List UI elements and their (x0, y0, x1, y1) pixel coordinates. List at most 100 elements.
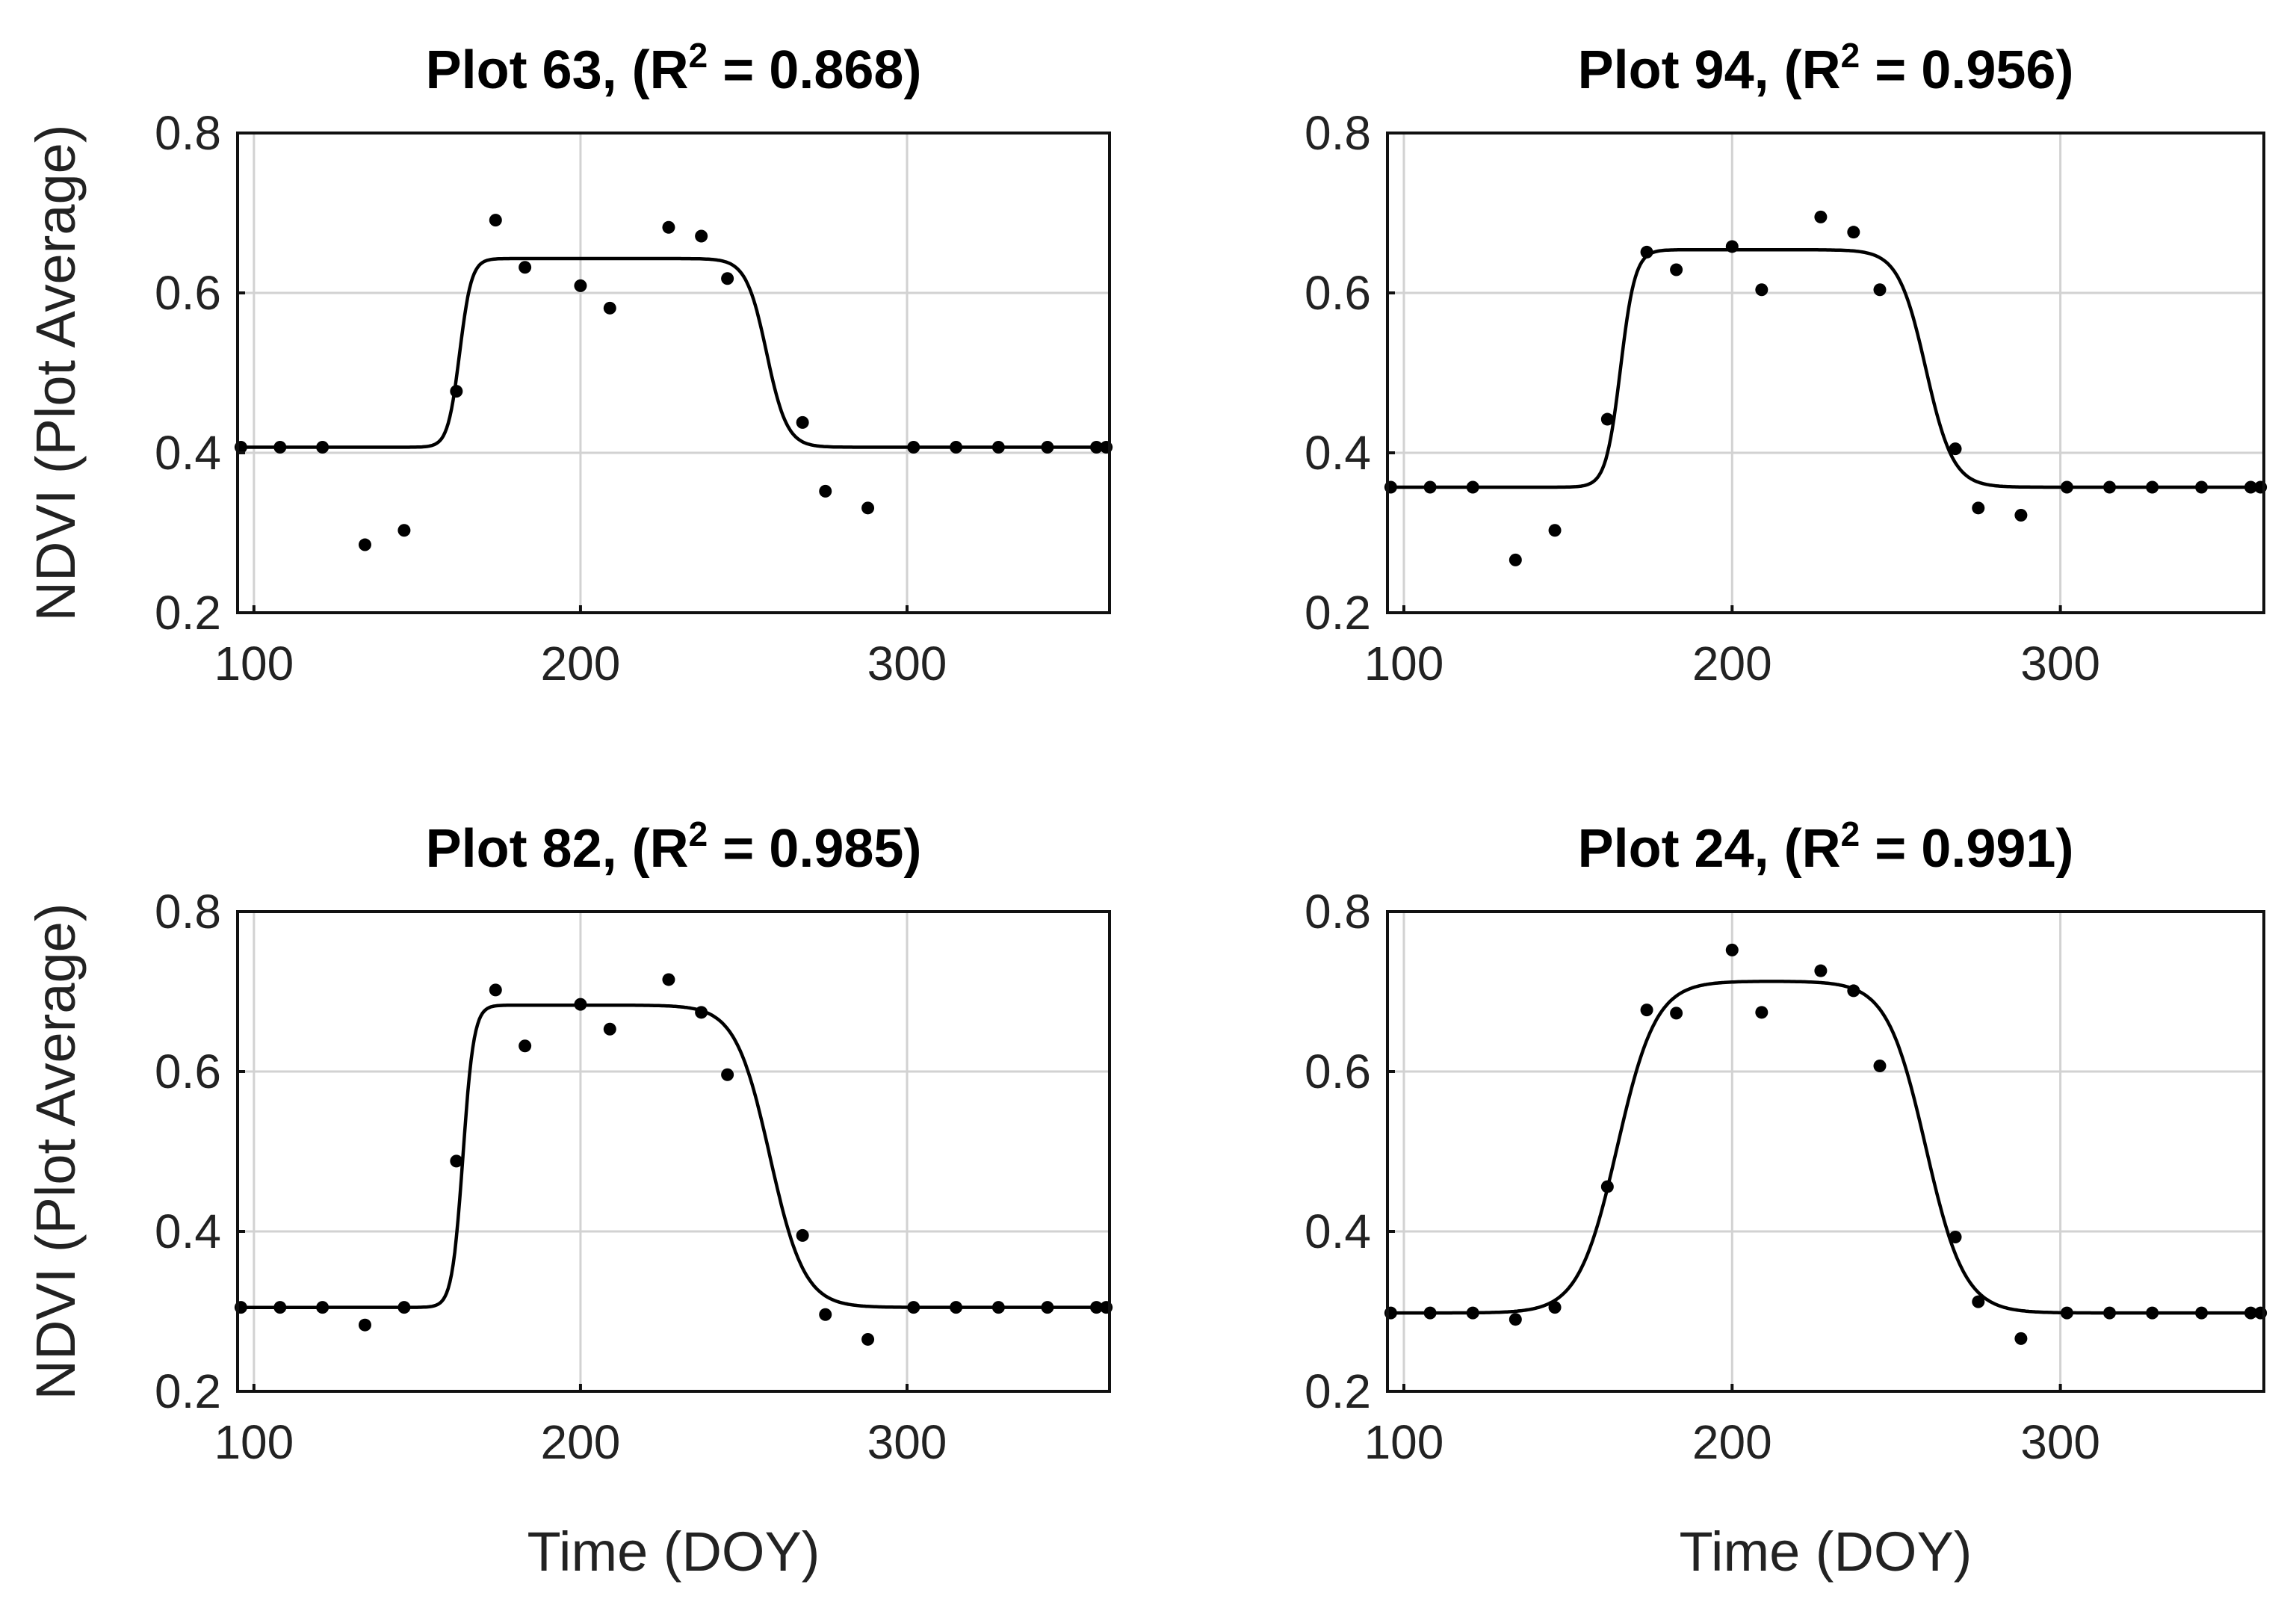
grid-lines (238, 133, 1110, 613)
plot-frame (236, 132, 1111, 614)
data-point (1548, 1301, 1562, 1314)
data-point (1949, 1230, 1962, 1243)
axes-frame (236, 132, 1111, 614)
data-point (397, 524, 411, 537)
panel-title: Plot 63, (R2 = 0.868) (426, 36, 922, 100)
x-tick-label: 200 (541, 1415, 621, 1469)
data-point (819, 1308, 832, 1321)
data-point (1847, 226, 1860, 239)
panel-title: Plot 94, (R2 = 0.956) (1578, 36, 2074, 100)
data-point (2195, 480, 2209, 494)
fit-curve-layer (1387, 980, 2265, 1315)
data-point (662, 973, 675, 986)
data-point (1509, 1313, 1522, 1326)
data-point (695, 1006, 708, 1019)
x-tick-label: 200 (1692, 637, 1772, 690)
data-point (316, 441, 329, 454)
data-point (2146, 480, 2159, 494)
tick-labels: 100 200 300 0.2 0.4 0.6 0.8 (1305, 106, 2100, 690)
fitted-curve (237, 1003, 1110, 1309)
data-point (1041, 1301, 1054, 1314)
data-point (695, 229, 708, 243)
x-axis-label: Time (DOY) (1680, 1521, 1972, 1583)
plot-frame (1386, 132, 2265, 614)
data-point (489, 983, 502, 997)
data-point (819, 484, 832, 498)
data-point (1873, 283, 1887, 297)
x-tick-label: 200 (1692, 1415, 1772, 1469)
data-point (721, 1068, 734, 1081)
y-tick-label: 0.2 (155, 586, 221, 640)
data-point (2060, 1306, 2073, 1320)
x-tick-label: 100 (1364, 637, 1444, 690)
data-point (316, 1301, 329, 1314)
data-point (1509, 553, 1522, 566)
data-point (1725, 943, 1739, 956)
y-tick-label: 0.2 (1305, 586, 1371, 640)
grid-lines (1387, 133, 2264, 613)
data-point (796, 1228, 809, 1242)
panel-plot-94: 100 200 300 0.2 0.4 0.6 0.8 Plot 94, (R2 = 0.9… (1305, 36, 2268, 690)
data-point (1640, 245, 1653, 259)
data-point (907, 1301, 920, 1314)
data-point (991, 441, 1005, 454)
data-point (1873, 1060, 1887, 1073)
data-point (1949, 442, 1962, 456)
data-point (1423, 480, 1437, 494)
y-axis-label: NDVI (Plot Average) (25, 125, 87, 622)
data-point (1755, 1006, 1769, 1019)
y-tick-label: 0.4 (1305, 1205, 1371, 1258)
data-point (2103, 1306, 2117, 1320)
tick-labels: 100 200 300 0.2 0.4 0.6 0.8 (155, 106, 947, 690)
y-tick-label: 0.6 (155, 266, 221, 320)
data-point (1090, 1301, 1104, 1314)
data-point (273, 441, 287, 454)
x-axis-label: Time (DOY) (527, 1521, 820, 1583)
plot-frame (1386, 910, 2265, 1393)
data-point (450, 385, 463, 398)
data-point (796, 415, 809, 429)
data-point (603, 1022, 616, 1036)
panel-title: Plot 24, (R2 = 0.991) (1578, 814, 2074, 879)
data-point (907, 441, 920, 454)
observation-points (1384, 943, 2268, 1345)
data-point (489, 214, 502, 227)
data-point (574, 279, 587, 292)
data-point (721, 272, 734, 285)
x-tick-label: 300 (867, 637, 947, 690)
data-point (519, 261, 532, 274)
data-point (2014, 508, 2028, 522)
tick-labels: 100 200 300 0.2 0.4 0.6 0.8 (155, 885, 947, 1469)
plot-frame (236, 910, 1111, 1393)
data-point (603, 301, 616, 315)
data-point (861, 501, 875, 515)
observation-points (1384, 210, 2268, 566)
data-point (1090, 441, 1104, 454)
data-point (1600, 1180, 1614, 1193)
y-tick-label: 0.8 (1305, 885, 1371, 939)
data-point (1670, 263, 1683, 276)
y-tick-label: 0.4 (1305, 426, 1371, 480)
y-tick-label: 0.6 (155, 1045, 221, 1098)
grid-lines (1387, 912, 2264, 1391)
fit-curve-layer (1387, 247, 2265, 489)
y-tick-label: 0.2 (155, 1364, 221, 1418)
data-point (950, 441, 963, 454)
x-tick-label: 300 (2020, 1415, 2100, 1469)
data-point (1755, 283, 1769, 297)
y-tick-label: 0.6 (1305, 1045, 1371, 1098)
y-tick-label: 0.8 (155, 885, 221, 939)
grid-lines (238, 912, 1110, 1391)
axes-frame (236, 910, 1111, 1393)
data-point (2060, 480, 2073, 494)
data-point (1725, 240, 1739, 253)
axes-frame (1386, 910, 2265, 1393)
x-tick-label: 200 (541, 637, 621, 690)
panel-plot-63: 100 200 300 0.2 0.4 0.6 0.8 Plot 63, (R2 = 0.8… (25, 36, 1113, 690)
data-point (1548, 524, 1562, 537)
data-point (2146, 1306, 2159, 1320)
y-axis-label: NDVI (Plot Average) (25, 903, 87, 1400)
data-point (450, 1154, 463, 1168)
